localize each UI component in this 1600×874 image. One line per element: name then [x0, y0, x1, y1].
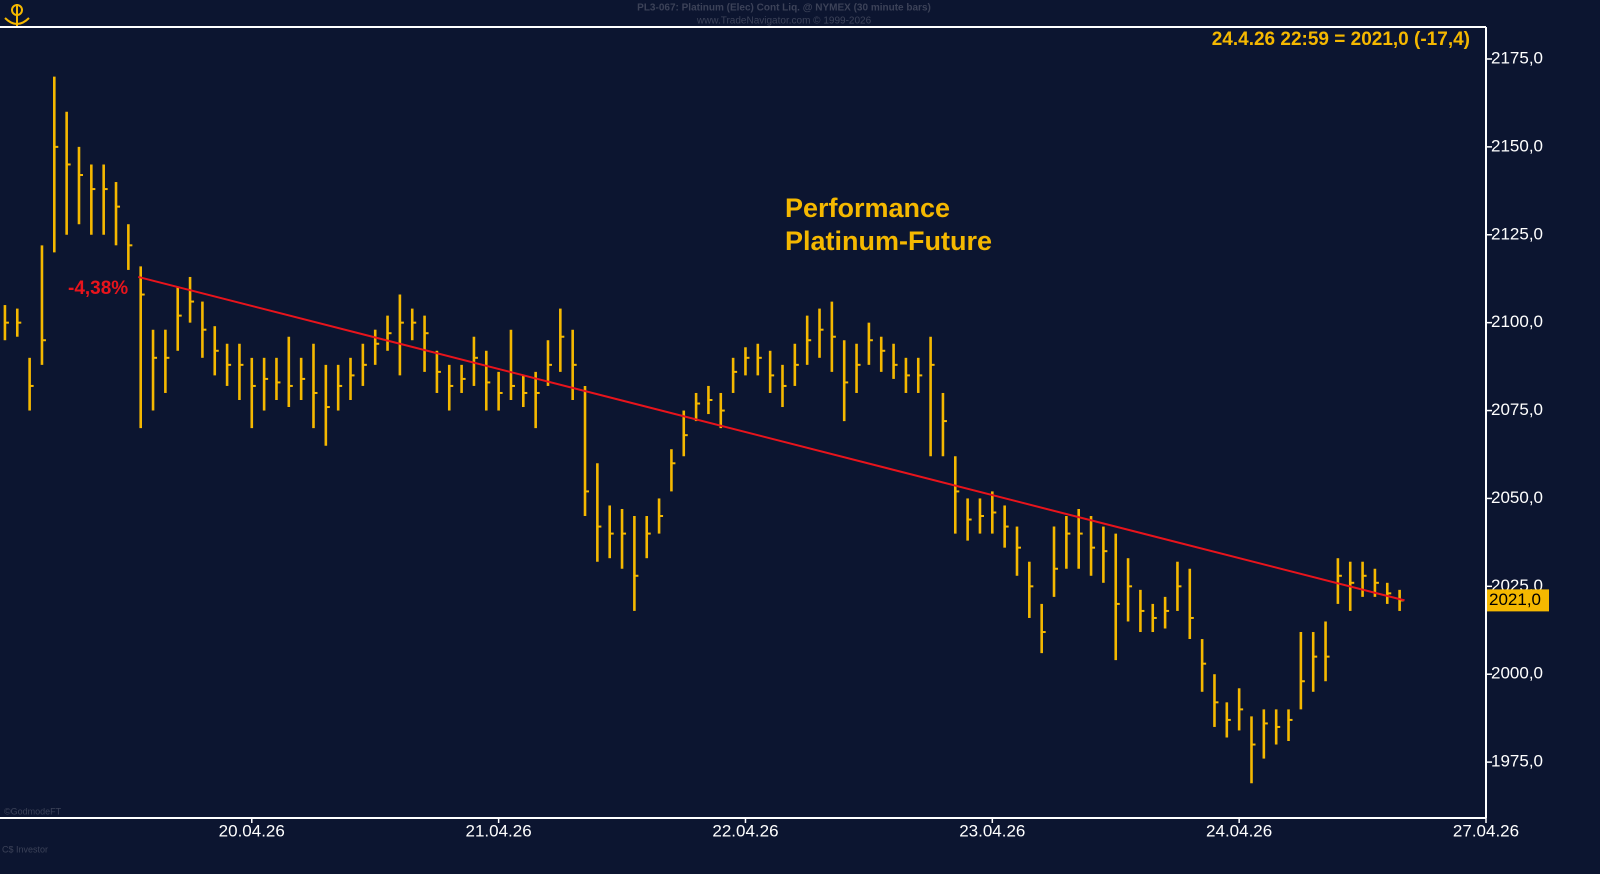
x-tick-label: 20.04.26 [219, 821, 285, 840]
footer: C$ Investor [2, 844, 48, 854]
y-tick-label: 2000,0 [1491, 664, 1543, 683]
info-text: 24.4.26 22:59 = 2021,0 (-17,4) [1212, 29, 1470, 50]
header: PL3-067: Platinum (Elec) Cont Liq. @ NYM… [637, 3, 931, 14]
chart-title: Performance [785, 193, 950, 223]
y-tick-label: 2075,0 [1491, 400, 1543, 419]
y-tick-label: 2125,0 [1491, 224, 1543, 243]
logo [4, 4, 30, 26]
x-tick-label: 27.04.26 [1453, 821, 1519, 840]
subheader: www.TradeNavigator.com © 1999-2026 [696, 16, 872, 27]
annotation: -4,38% [68, 278, 128, 299]
x-tick-label: 24.04.26 [1206, 821, 1272, 840]
footer: ©GodmodeFT [4, 806, 62, 816]
last-price-label: 2021,0 [1489, 590, 1541, 609]
x-tick-label: 21.04.26 [466, 821, 532, 840]
y-tick-label: 2175,0 [1491, 48, 1543, 67]
y-tick-label: 1975,0 [1491, 752, 1543, 771]
y-tick-label: 2100,0 [1491, 312, 1543, 331]
y-tick-label: 2150,0 [1491, 136, 1543, 155]
last-price-box [1487, 589, 1549, 612]
x-tick-label: 22.04.26 [712, 821, 778, 840]
x-tick-label: 23.04.26 [959, 821, 1025, 840]
chart-title: Platinum-Future [785, 226, 992, 256]
trend-line [137, 275, 1405, 602]
y-tick-label: 2050,0 [1491, 488, 1543, 507]
